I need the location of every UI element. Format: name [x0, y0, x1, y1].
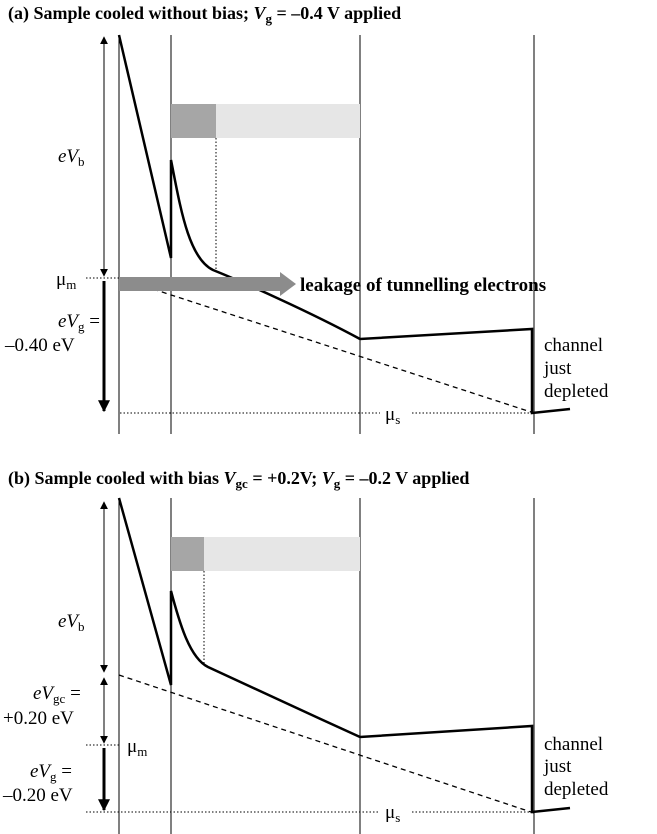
- leakage-arrow: [119, 272, 296, 296]
- light-shaded-region: [204, 537, 360, 571]
- ev-gc-value: +0.20 eV: [3, 708, 74, 729]
- dark-shaded-region: [171, 537, 204, 571]
- panel-a-title: (a) Sample cooled without bias; Vg = –0.…: [8, 3, 401, 26]
- mu-s-label: μs: [385, 802, 400, 825]
- dark-shaded-region: [171, 104, 216, 138]
- panel-a: (a) Sample cooled without bias; Vg = –0.…: [4, 3, 609, 434]
- dashed-potential-line: [118, 674, 535, 814]
- conduction-band-edge: [117, 34, 571, 415]
- leakage-label: leakage of tunnelling electrons: [300, 275, 546, 296]
- light-shaded-region: [216, 104, 360, 138]
- channel-label-line3: depleted: [544, 381, 609, 402]
- ev-b-label: eVb: [58, 611, 85, 634]
- ev-gc-label: eVgc =: [33, 683, 81, 706]
- mu-m-label: μm: [127, 736, 147, 759]
- ev-g-label: eVg =: [30, 761, 72, 784]
- ev-g-value: –0.20 eV: [2, 785, 73, 806]
- mu-m-label: μm: [56, 269, 76, 292]
- channel-label-line1: channel: [544, 734, 603, 755]
- conduction-band-edge: [117, 497, 571, 814]
- ev-b-label: eVb: [58, 146, 85, 169]
- channel-label-line1: channel: [544, 335, 603, 356]
- ev-g-label: eVg =: [58, 311, 100, 334]
- panel-b-title: (b) Sample cooled with bias Vgc = +0.2V;…: [8, 468, 469, 491]
- channel-label-line3: depleted: [544, 779, 609, 800]
- dashed-potential-line: [118, 277, 535, 414]
- mu-s-label: μs: [385, 404, 400, 427]
- ev-g-value: –0.40 eV: [4, 335, 75, 356]
- panel-b: (b) Sample cooled with bias Vgc = +0.2V;…: [2, 468, 609, 834]
- channel-label-line2: just: [543, 358, 572, 379]
- channel-label-line2: just: [543, 756, 572, 777]
